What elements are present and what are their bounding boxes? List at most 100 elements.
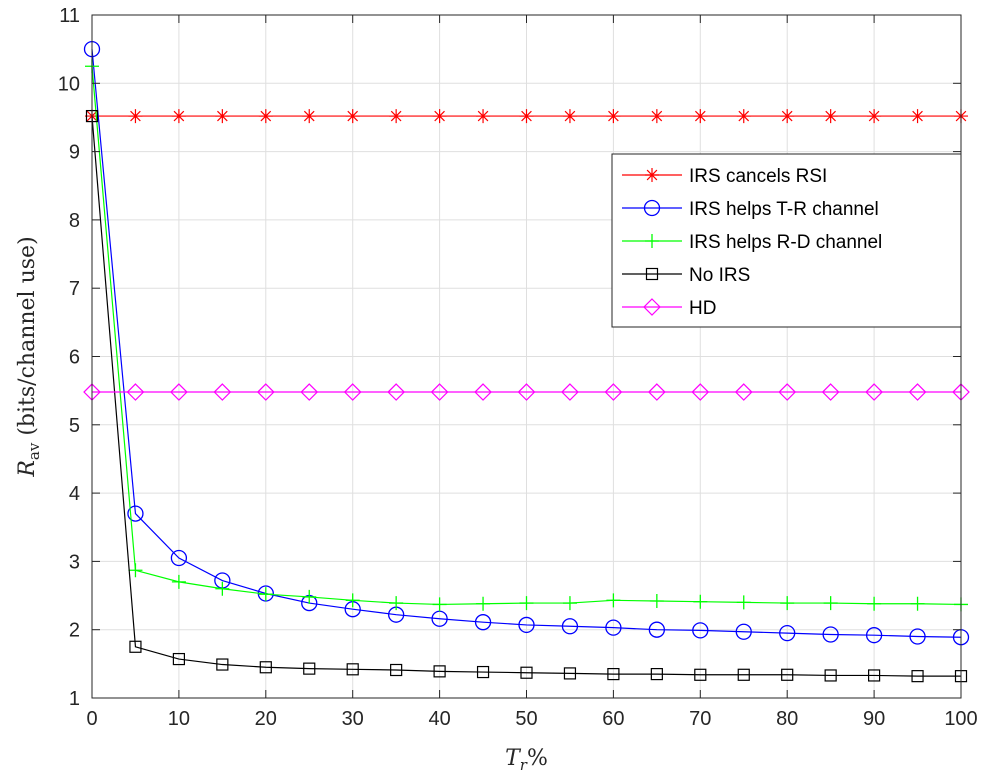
x-tick-label: 10 (168, 708, 190, 730)
x-tick-label: 80 (776, 708, 798, 730)
data-point-diamond-marker (474, 383, 492, 401)
data-point-diamond-marker (517, 383, 536, 401)
data-point-square-marker (607, 667, 620, 681)
y-tick-label: 8 (69, 210, 80, 232)
data-point-diamond-marker (643, 298, 661, 316)
data-point-circle-marker (170, 549, 188, 567)
x-tick-label: 30 (342, 708, 364, 730)
data-point-plus-marker (215, 581, 230, 596)
data-point-plus-marker (910, 596, 925, 611)
data-point-square-marker (476, 665, 490, 679)
legend-item: IRS helps R-D channel (622, 232, 882, 253)
plot-series (83, 41, 970, 683)
data-point-plus-marker (562, 596, 577, 611)
x-tick-label: 90 (863, 708, 885, 730)
x-tick-label: 70 (689, 708, 711, 730)
x-axis-label-t: T (505, 746, 522, 771)
x-tick-label: 40 (428, 708, 450, 730)
data-point-square-marker (129, 640, 142, 653)
data-point-square-marker (650, 667, 663, 681)
data-point-diamond-marker (691, 383, 710, 401)
data-point-diamond-marker (300, 383, 319, 401)
data-point-plus-marker (128, 563, 143, 578)
data-point-plus-marker (432, 597, 447, 612)
y-tick-label: 4 (69, 483, 80, 505)
legend-label: No IRS (689, 265, 750, 286)
data-point-asterisk-marker (562, 109, 577, 124)
data-point-asterisk-marker (432, 109, 447, 124)
data-point-square-marker (645, 267, 659, 281)
data-point-square-marker (216, 658, 229, 671)
x-axis-label-sub: r (520, 756, 528, 774)
data-point-circle-marker (822, 626, 839, 643)
data-point-diamond-marker (126, 383, 145, 401)
series-line (91, 116, 961, 677)
data-point-diamond-marker (256, 383, 275, 401)
series-4 (83, 383, 970, 401)
legend-label: IRS helps T-R channel (689, 199, 879, 220)
data-point-diamond-marker (561, 383, 579, 401)
data-point-asterisk-marker (780, 109, 795, 124)
x-tick-label: 0 (86, 708, 97, 730)
data-point-asterisk-marker (645, 168, 659, 182)
data-point-circle-marker (648, 621, 665, 638)
x-tick-label: 50 (515, 708, 537, 730)
data-point-diamond-marker (778, 383, 797, 401)
data-point-plus-marker (736, 595, 751, 610)
series-3 (85, 109, 968, 683)
data-point-diamond-marker (734, 383, 753, 401)
data-point-diamond-marker (604, 383, 623, 401)
data-point-diamond-marker (213, 383, 232, 401)
data-point-asterisk-marker (476, 109, 491, 124)
data-point-plus-marker (302, 589, 317, 604)
data-point-square-marker (737, 668, 750, 681)
data-point-diamond-marker (648, 383, 666, 401)
data-point-circle-marker (735, 623, 752, 640)
series-line (91, 49, 962, 638)
data-point-diamond-marker (908, 383, 927, 401)
data-point-diamond-marker (343, 383, 362, 401)
series-2 (85, 59, 968, 612)
data-point-asterisk-marker (519, 109, 534, 124)
data-point-circle-marker (643, 199, 661, 217)
y-axis-label-units: (bits/channel use) (15, 236, 40, 442)
data-point-circle-marker (127, 505, 144, 522)
data-point-circle-marker (909, 628, 926, 645)
data-point-square-marker (781, 668, 794, 681)
data-point-plus-marker (258, 587, 273, 602)
data-point-diamond-marker (430, 383, 449, 401)
data-point-square-marker (172, 652, 185, 666)
data-point-circle-marker (518, 616, 535, 634)
y-tick-label: 10 (58, 73, 80, 95)
y-axis-label: Rav (bits/channel use) (15, 236, 43, 477)
data-point-circle-marker (779, 624, 796, 642)
data-point-plus-marker (345, 593, 360, 608)
data-point-plus-marker (823, 596, 838, 611)
data-point-asterisk-marker (649, 109, 664, 124)
data-point-plus-marker (867, 596, 882, 611)
data-point-square-marker (259, 661, 272, 674)
data-point-asterisk-marker (736, 109, 751, 124)
data-point-diamond-marker (865, 383, 883, 401)
data-point-square-marker (911, 670, 924, 683)
y-tick-label: 7 (69, 278, 80, 300)
y-tick-label: 1 (69, 688, 80, 710)
data-point-square-marker (694, 668, 707, 681)
data-point-square-marker (433, 665, 446, 678)
y-tick-label: 11 (59, 5, 80, 27)
data-point-circle-marker (561, 618, 579, 635)
data-point-asterisk-marker (171, 109, 186, 124)
data-point-asterisk-marker (910, 109, 925, 124)
data-point-diamond-marker (170, 383, 188, 401)
data-point-asterisk-marker (128, 109, 143, 124)
data-point-square-marker (520, 666, 533, 679)
y-tick-label: 9 (69, 142, 80, 164)
data-point-plus-marker (519, 596, 534, 611)
data-point-plus-marker (693, 594, 708, 609)
data-point-asterisk-marker (215, 109, 230, 124)
data-point-plus-marker (171, 574, 186, 589)
data-point-circle-marker (692, 622, 709, 639)
x-tick-label: 20 (255, 708, 277, 730)
data-point-asterisk-marker (258, 109, 273, 124)
